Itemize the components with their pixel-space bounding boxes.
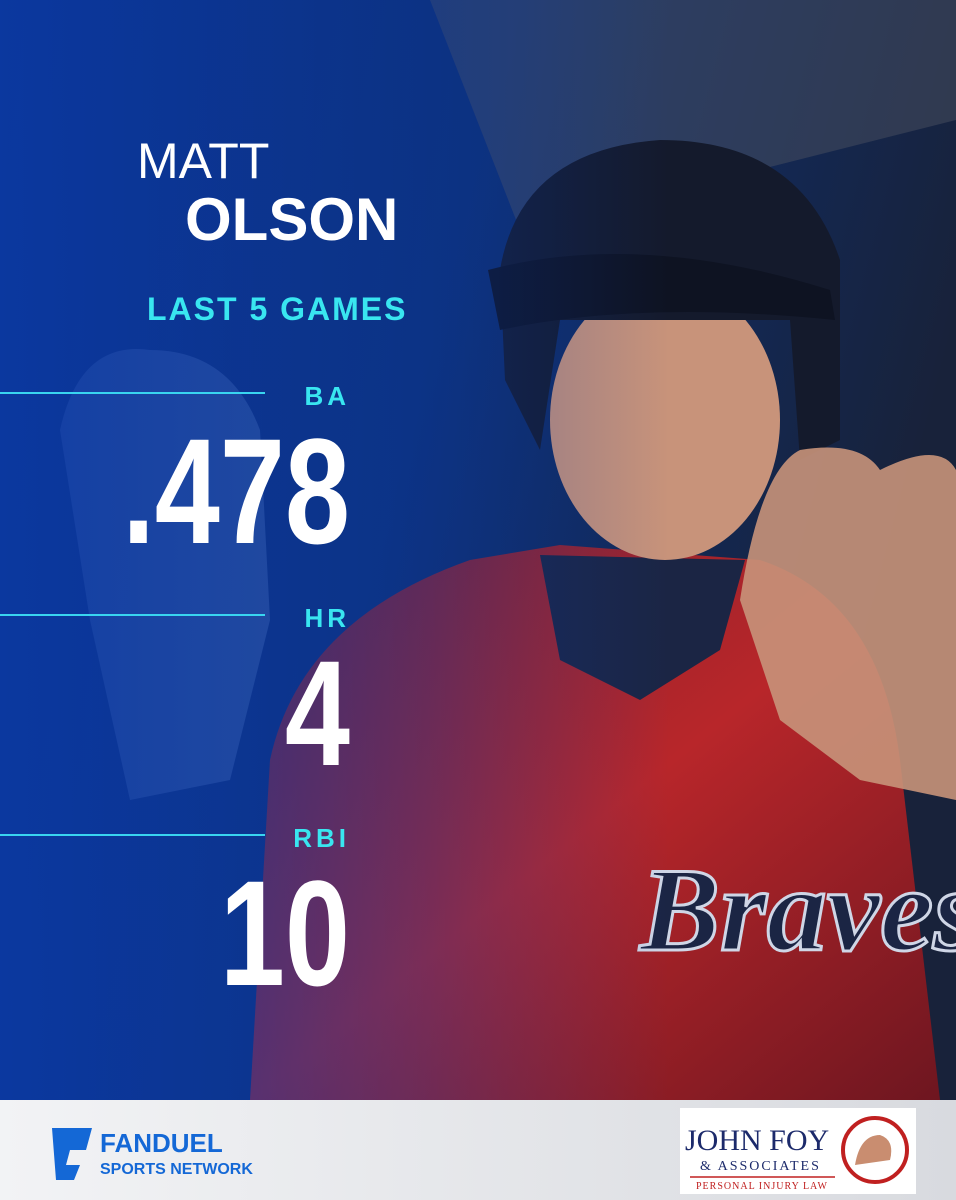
last-name: OLSON: [185, 186, 398, 253]
fanduel-logo: [52, 1128, 92, 1180]
stat-label: HR: [304, 603, 350, 633]
sponsor-arm: [855, 1135, 892, 1165]
sponsor-sub: & ASSOCIATES: [700, 1159, 821, 1174]
subtitle: LAST 5 GAMES: [147, 291, 407, 327]
stat-label: RBI: [293, 823, 350, 853]
stat-label: BA: [304, 381, 350, 411]
brand-sub: SPORTS NETWORK: [100, 1161, 253, 1178]
stat-value: 4: [285, 629, 350, 797]
overlay: [0, 0, 956, 1100]
first-name: MATT: [137, 133, 269, 189]
stat-value: 10: [220, 849, 350, 1017]
sponsor: JOHN FOY: [685, 1124, 829, 1157]
brand: FANDUEL: [100, 1128, 223, 1158]
sponsor-tag: PERSONAL INJURY LAW: [696, 1181, 828, 1192]
stat-value: .478: [122, 407, 350, 575]
